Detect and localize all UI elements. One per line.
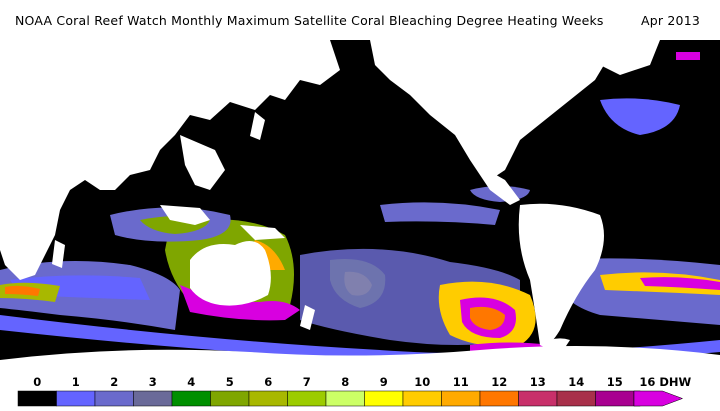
legend-colorbar bbox=[17, 390, 684, 407]
legend-swatch-7 bbox=[287, 390, 327, 407]
south-america bbox=[518, 203, 604, 346]
map-date: Apr 2013 bbox=[640, 13, 700, 28]
new-guinea bbox=[240, 225, 285, 240]
legend-tick-label: 12 bbox=[491, 375, 508, 389]
legend-tick-label: 6 bbox=[264, 375, 273, 389]
land-masses bbox=[0, 40, 720, 370]
dhw-world-map bbox=[0, 40, 720, 370]
east-pacific-band bbox=[380, 202, 500, 225]
legend-tick-label: 8 bbox=[341, 375, 350, 389]
madagascar bbox=[52, 240, 65, 268]
legend-tick-label: 3 bbox=[148, 375, 157, 389]
legend-swatch-11 bbox=[441, 390, 481, 407]
arabia-india bbox=[100, 135, 150, 170]
legend-swatch-9 bbox=[364, 390, 404, 407]
southern-ocean-strip bbox=[0, 315, 720, 364]
legend-tick-label: 14 bbox=[568, 375, 585, 389]
legend-swatch-2 bbox=[94, 390, 134, 407]
legend-swatch-12 bbox=[479, 390, 519, 407]
south-atlantic-magenta bbox=[640, 277, 720, 290]
legend-tick-label: 11 bbox=[452, 375, 469, 389]
japan bbox=[250, 112, 265, 140]
north-atlantic-magenta bbox=[676, 52, 700, 60]
legend-swatch-15 bbox=[595, 390, 635, 407]
legend-swatch-1 bbox=[56, 390, 96, 407]
legend-swatch-13 bbox=[518, 390, 558, 407]
australia bbox=[190, 241, 271, 306]
africa-europe-asia bbox=[0, 40, 340, 280]
legend-tick-label: 13 bbox=[529, 375, 546, 389]
legend-tick-label: 1 bbox=[71, 375, 80, 389]
legend-tick-label: 15 bbox=[606, 375, 623, 389]
legend-tick-label: 7 bbox=[302, 375, 311, 389]
legend-tick-label: 9 bbox=[379, 375, 388, 389]
antarctica bbox=[0, 346, 720, 370]
greenland bbox=[590, 40, 660, 75]
legend-swatch-8 bbox=[325, 390, 365, 407]
legend-swatch-0 bbox=[17, 390, 57, 407]
map-canvas bbox=[0, 40, 720, 370]
map-title: NOAA Coral Reef Watch Monthly Maximum Sa… bbox=[15, 13, 604, 28]
indian-hotspot-core bbox=[5, 285, 40, 296]
legend-arrow bbox=[633, 390, 684, 407]
legend-swatch-6 bbox=[248, 390, 288, 407]
legend-tick-label: 0 bbox=[33, 375, 42, 389]
sumatra-borneo bbox=[160, 205, 210, 225]
legend-tick-label: 4 bbox=[187, 375, 196, 389]
new-zealand bbox=[300, 305, 315, 330]
legend-swatch-4 bbox=[171, 390, 211, 407]
legend-tick-label: 16 DHW bbox=[639, 375, 692, 389]
map-title-bar: NOAA Coral Reef Watch Monthly Maximum Sa… bbox=[0, 0, 720, 40]
legend-tick-label: 10 bbox=[414, 375, 431, 389]
legend-swatch-10 bbox=[402, 390, 442, 407]
north-atlantic-patch bbox=[600, 98, 680, 135]
south-pacific-core-orange bbox=[470, 306, 505, 330]
legend-tick-label: 2 bbox=[110, 375, 119, 389]
legend-tick-label: 5 bbox=[225, 375, 234, 389]
dhw-legend: 0 1 2 3 4 5 6 7 8 9 10 11 12 13 14 15 16 DHW bbox=[0, 370, 720, 411]
legend-swatch-5 bbox=[210, 390, 250, 407]
central-america bbox=[470, 160, 520, 205]
antarctic-peninsula bbox=[540, 338, 570, 355]
legend-swatch-14 bbox=[556, 390, 596, 407]
southeast-asia bbox=[180, 135, 225, 190]
north-america bbox=[370, 40, 610, 180]
legend-swatch-3 bbox=[133, 390, 173, 407]
